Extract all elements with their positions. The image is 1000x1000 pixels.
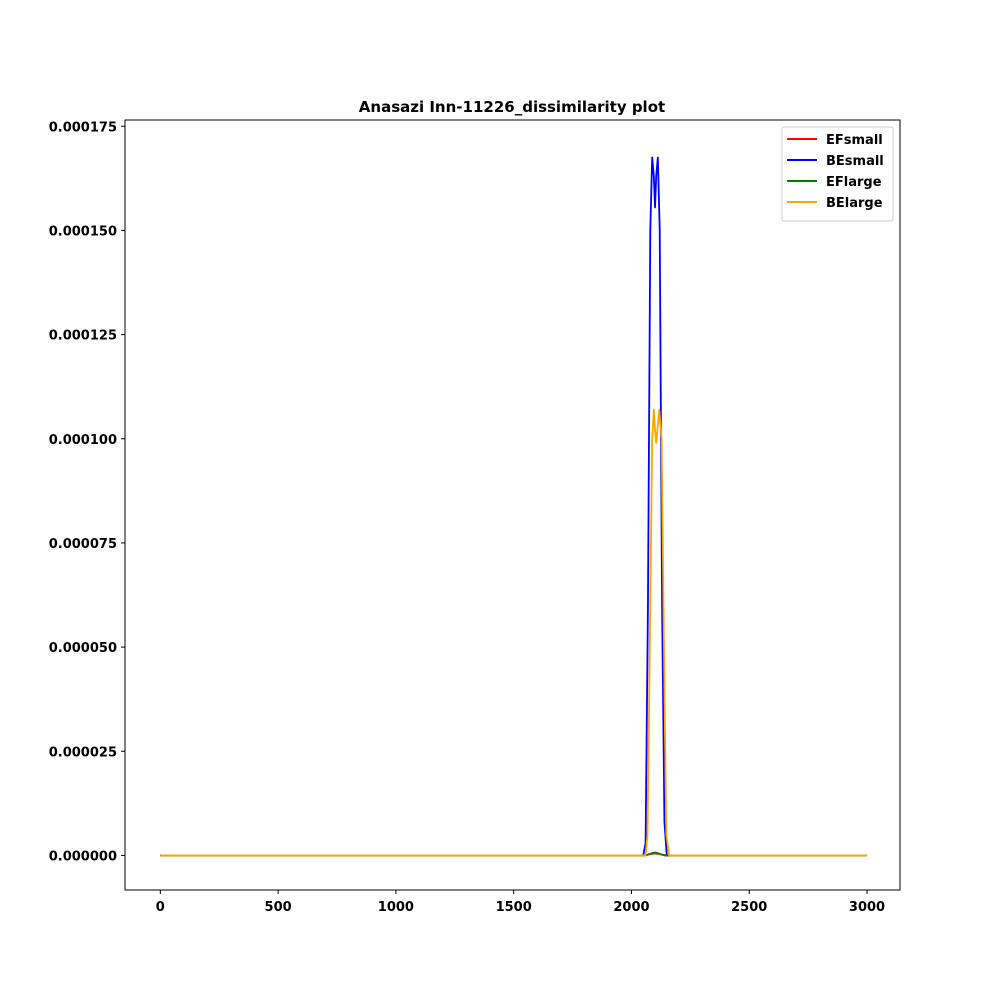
y-tick-label: 0.000050 (49, 641, 117, 656)
x-tick-label: 2000 (613, 900, 649, 915)
legend: EFsmall BEsmall EFlarge BElarge (781, 126, 894, 222)
y-tick-label: 0.000175 (49, 120, 117, 135)
y-tick-label: 0.000100 (49, 433, 117, 448)
y-tick-label: 0.000000 (49, 849, 117, 864)
x-tick-label: 1000 (378, 900, 414, 915)
x-tick-label: 0 (156, 900, 165, 915)
series-line-besmall (160, 156, 868, 857)
y-axis: 0.000000 0.000025 0.000050 0.000075 0.000100… (49, 120, 125, 864)
x-tick-label: 2500 (731, 900, 767, 915)
chart-title: Anasazi Inn-11226_dissimilarity plot (359, 98, 665, 116)
legend-label-besmall: BEsmall (826, 154, 884, 169)
y-tick-label: 0.000025 (49, 745, 117, 760)
series-line-belarge (160, 408, 868, 857)
legend-label-efsmall: EFsmall (826, 133, 883, 148)
y-tick-label: 0.000150 (49, 224, 117, 239)
x-tick-label: 500 (265, 900, 292, 915)
plot-area-frame (124, 119, 901, 891)
x-tick-label: 3000 (849, 900, 885, 915)
legend-box (781, 126, 894, 222)
y-tick-label: 0.000125 (49, 329, 117, 344)
x-axis: 0 500 1000 1500 2000 2500 3000 (156, 890, 885, 915)
x-tick-label: 1500 (496, 900, 532, 915)
series-layer (160, 156, 868, 857)
legend-label-eflarge: EFlarge (826, 175, 882, 190)
legend-label-belarge: BElarge (826, 196, 883, 211)
y-tick-label: 0.000075 (49, 537, 117, 552)
